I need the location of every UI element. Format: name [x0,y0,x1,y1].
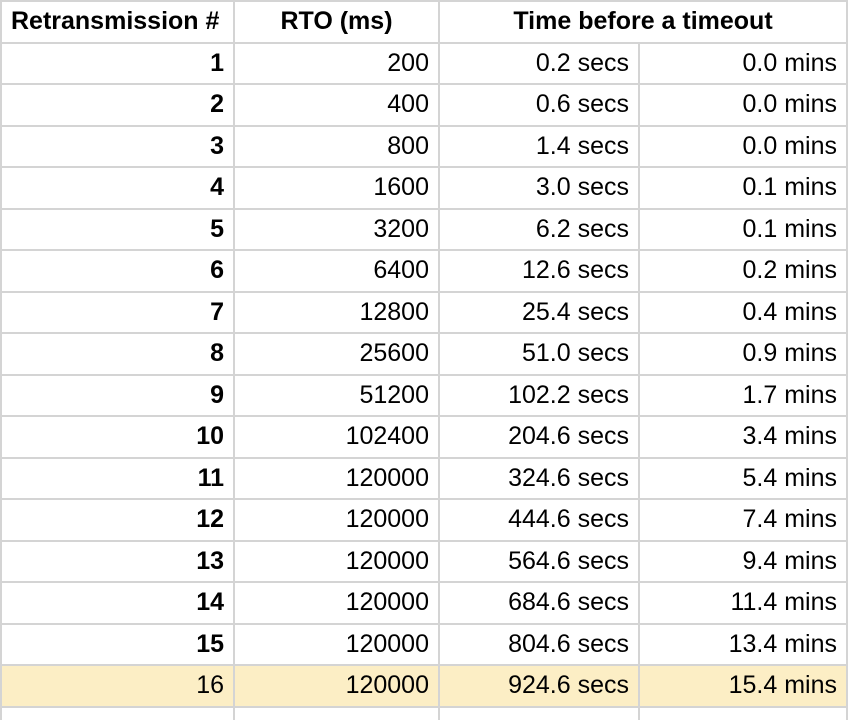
cell-time-mins: 0.0 mins [637,41,848,85]
cell-rto-ms: 400 [233,83,440,127]
table-row: 4 1600 3.0 secs 0.1 mins [0,166,848,210]
empty-cell [0,705,235,720]
cell-time-secs: 924.6 secs [438,664,640,708]
cell-time-secs: 0.2 secs [438,41,640,85]
header-retransmission-number: Retransmission # [0,0,235,44]
cell-time-mins: 1.7 mins [637,373,848,417]
cell-rto-ms: 102400 [233,415,440,459]
cell-time-secs: 25.4 secs [438,290,640,334]
cell-retransmission-number: 2 [0,83,235,127]
cell-time-secs: 564.6 secs [438,539,640,583]
cell-time-mins: 3.4 mins [637,415,848,459]
cell-retransmission-number: 13 [0,539,235,583]
cell-time-mins: 0.2 mins [637,249,848,293]
cell-rto-ms: 12800 [233,290,440,334]
cell-time-secs: 3.0 secs [438,166,640,210]
cell-retransmission-number: 8 [0,332,235,376]
partial-empty-row [0,705,848,720]
table-row: 14 120000 684.6 secs 11.4 mins [0,581,848,625]
cell-time-secs: 444.6 secs [438,498,640,542]
table-body: 1 200 0.2 secs 0.0 mins 2 400 0.6 secs 0.0 mins… [0,41,848,708]
cell-retransmission-number: 16 [0,664,235,708]
cell-rto-ms: 800 [233,124,440,168]
cell-rto-ms: 120000 [233,622,440,666]
empty-cell [438,705,640,720]
table-row: 10 102400 204.6 secs 3.4 mins [0,415,848,459]
cell-time-secs: 102.2 secs [438,373,640,417]
cell-time-mins: 9.4 mins [637,539,848,583]
empty-cell [637,705,848,720]
cell-rto-ms: 120000 [233,664,440,708]
table-row: 12 120000 444.6 secs 7.4 mins [0,498,848,542]
table-row: 1 200 0.2 secs 0.0 mins [0,41,848,85]
cell-rto-ms: 120000 [233,539,440,583]
cell-time-secs: 204.6 secs [438,415,640,459]
cell-time-mins: 15.4 mins [637,664,848,708]
table-row: 3 800 1.4 secs 0.0 mins [0,124,848,168]
cell-rto-ms: 120000 [233,456,440,500]
cell-retransmission-number: 14 [0,581,235,625]
cell-retransmission-number: 10 [0,415,235,459]
cell-retransmission-number: 3 [0,124,235,168]
table-row: 8 25600 51.0 secs 0.9 mins [0,332,848,376]
cell-retransmission-number: 5 [0,207,235,251]
header-rto-ms: RTO (ms) [233,0,440,44]
header-row: Retransmission # RTO (ms) Time before a … [0,0,848,44]
cell-retransmission-number: 15 [0,622,235,666]
cell-time-mins: 0.9 mins [637,332,848,376]
cell-retransmission-number: 12 [0,498,235,542]
cell-rto-ms: 1600 [233,166,440,210]
cell-time-mins: 0.4 mins [637,290,848,334]
table-row: 6 6400 12.6 secs 0.2 mins [0,249,848,293]
cell-rto-ms: 200 [233,41,440,85]
cell-time-mins: 11.4 mins [637,581,848,625]
cell-rto-ms: 6400 [233,249,440,293]
table-footer-partial [0,705,848,720]
cell-time-mins: 0.0 mins [637,124,848,168]
table-row: 7 12800 25.4 secs 0.4 mins [0,290,848,334]
cell-retransmission-number: 11 [0,456,235,500]
empty-cell [233,705,440,720]
cell-time-mins: 5.4 mins [637,456,848,500]
table-row: 15 120000 804.6 secs 13.4 mins [0,622,848,666]
cell-time-mins: 7.4 mins [637,498,848,542]
cell-time-mins: 13.4 mins [637,622,848,666]
cell-time-mins: 0.1 mins [637,166,848,210]
table-row: 11 120000 324.6 secs 5.4 mins [0,456,848,500]
cell-time-secs: 6.2 secs [438,207,640,251]
cell-time-secs: 804.6 secs [438,622,640,666]
table-row: 9 51200 102.2 secs 1.7 mins [0,373,848,417]
cell-retransmission-number: 4 [0,166,235,210]
cell-time-secs: 1.4 secs [438,124,640,168]
cell-time-secs: 684.6 secs [438,581,640,625]
cell-rto-ms: 25600 [233,332,440,376]
cell-time-secs: 324.6 secs [438,456,640,500]
table-row: 2 400 0.6 secs 0.0 mins [0,83,848,127]
cell-time-secs: 12.6 secs [438,249,640,293]
cell-time-mins: 0.0 mins [637,83,848,127]
table-row: 13 120000 564.6 secs 9.4 mins [0,539,848,583]
cell-time-mins: 0.1 mins [637,207,848,251]
cell-retransmission-number: 1 [0,41,235,85]
cell-rto-ms: 51200 [233,373,440,417]
cell-retransmission-number: 7 [0,290,235,334]
table-row: 16 120000 924.6 secs 15.4 mins [0,664,848,708]
table-row: 5 3200 6.2 secs 0.1 mins [0,207,848,251]
cell-time-secs: 51.0 secs [438,332,640,376]
cell-time-secs: 0.6 secs [438,83,640,127]
cell-rto-ms: 120000 [233,581,440,625]
cell-retransmission-number: 6 [0,249,235,293]
cell-rto-ms: 3200 [233,207,440,251]
cell-retransmission-number: 9 [0,373,235,417]
cell-rto-ms: 120000 [233,498,440,542]
header-time-before-timeout: Time before a timeout [437,0,848,44]
